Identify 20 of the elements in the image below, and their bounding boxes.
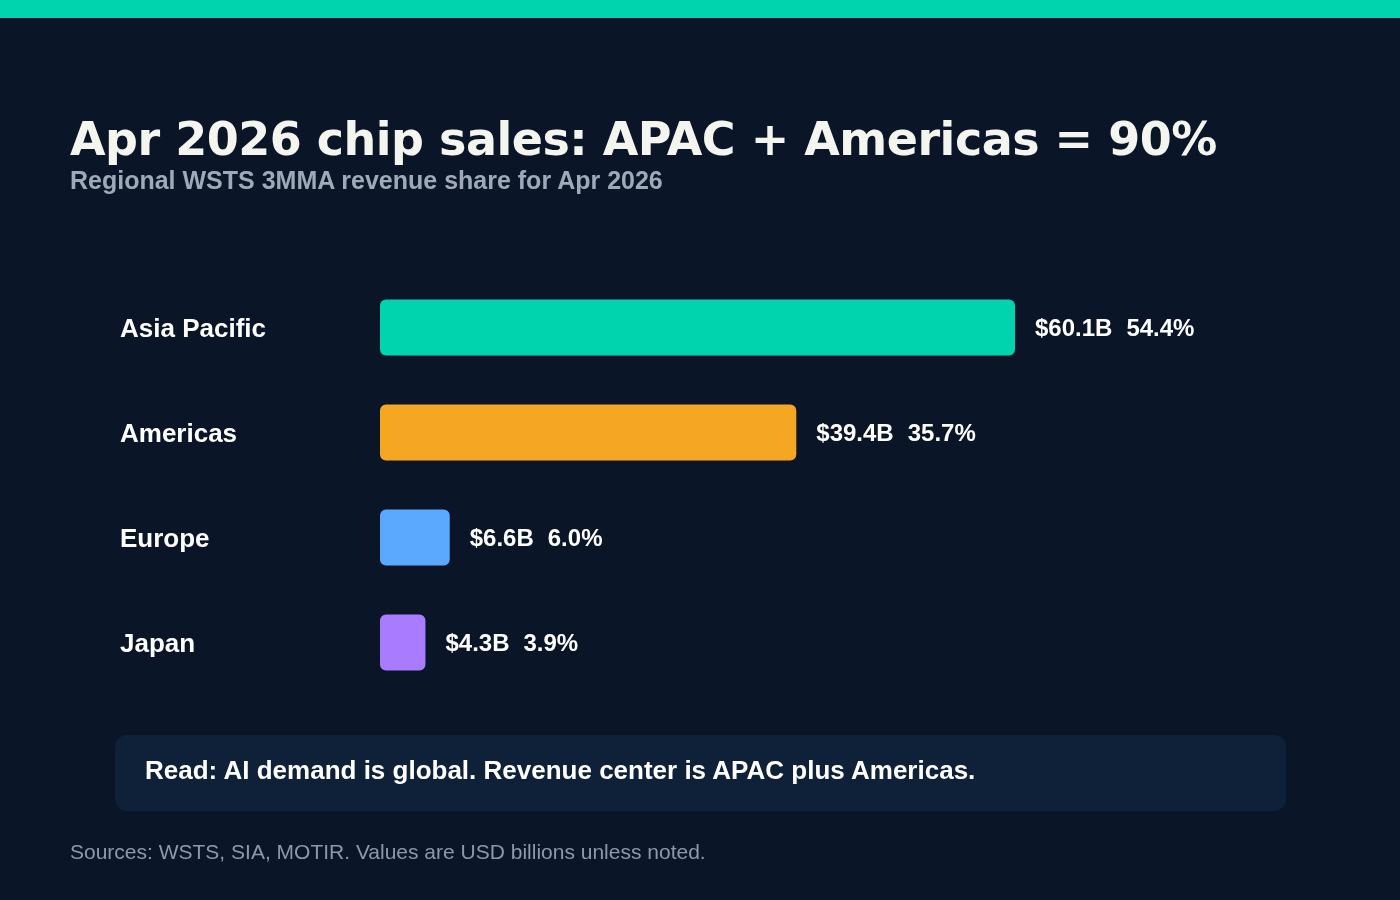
bar [380,509,450,566]
source-note: Sources: WSTS, SIA, MOTIR. Values are USD billions unless noted. [70,840,706,864]
data-label: $39.4B [816,419,894,446]
annotation: 35.7% [907,419,976,446]
y-tick-label: Asia Pacific [120,312,266,343]
bar [380,299,1015,356]
bar [380,614,426,671]
data-label: $4.3B [445,629,510,656]
text: Read: AI demand is global. Revenue center is APAC plus Americas. [115,735,1286,811]
data-label: $6.6B [469,524,534,551]
y-tick-label: Japan [120,627,196,658]
chart-subtitle: Regional WSTS 3MMA revenue share for Apr 2026 [70,166,663,195]
annotation: 6.0% [547,524,603,551]
data-label: $60.1B [1035,314,1113,341]
y-tick-label: Europe [120,522,210,553]
chart-title: Apr 2026 chip sales: APAC + Americas = 90% [70,112,1217,166]
text: 54.4% [1126,314,1195,341]
annotation: 3.9% [523,629,579,656]
bar [380,404,797,461]
y-tick-label: Americas [120,417,238,448]
